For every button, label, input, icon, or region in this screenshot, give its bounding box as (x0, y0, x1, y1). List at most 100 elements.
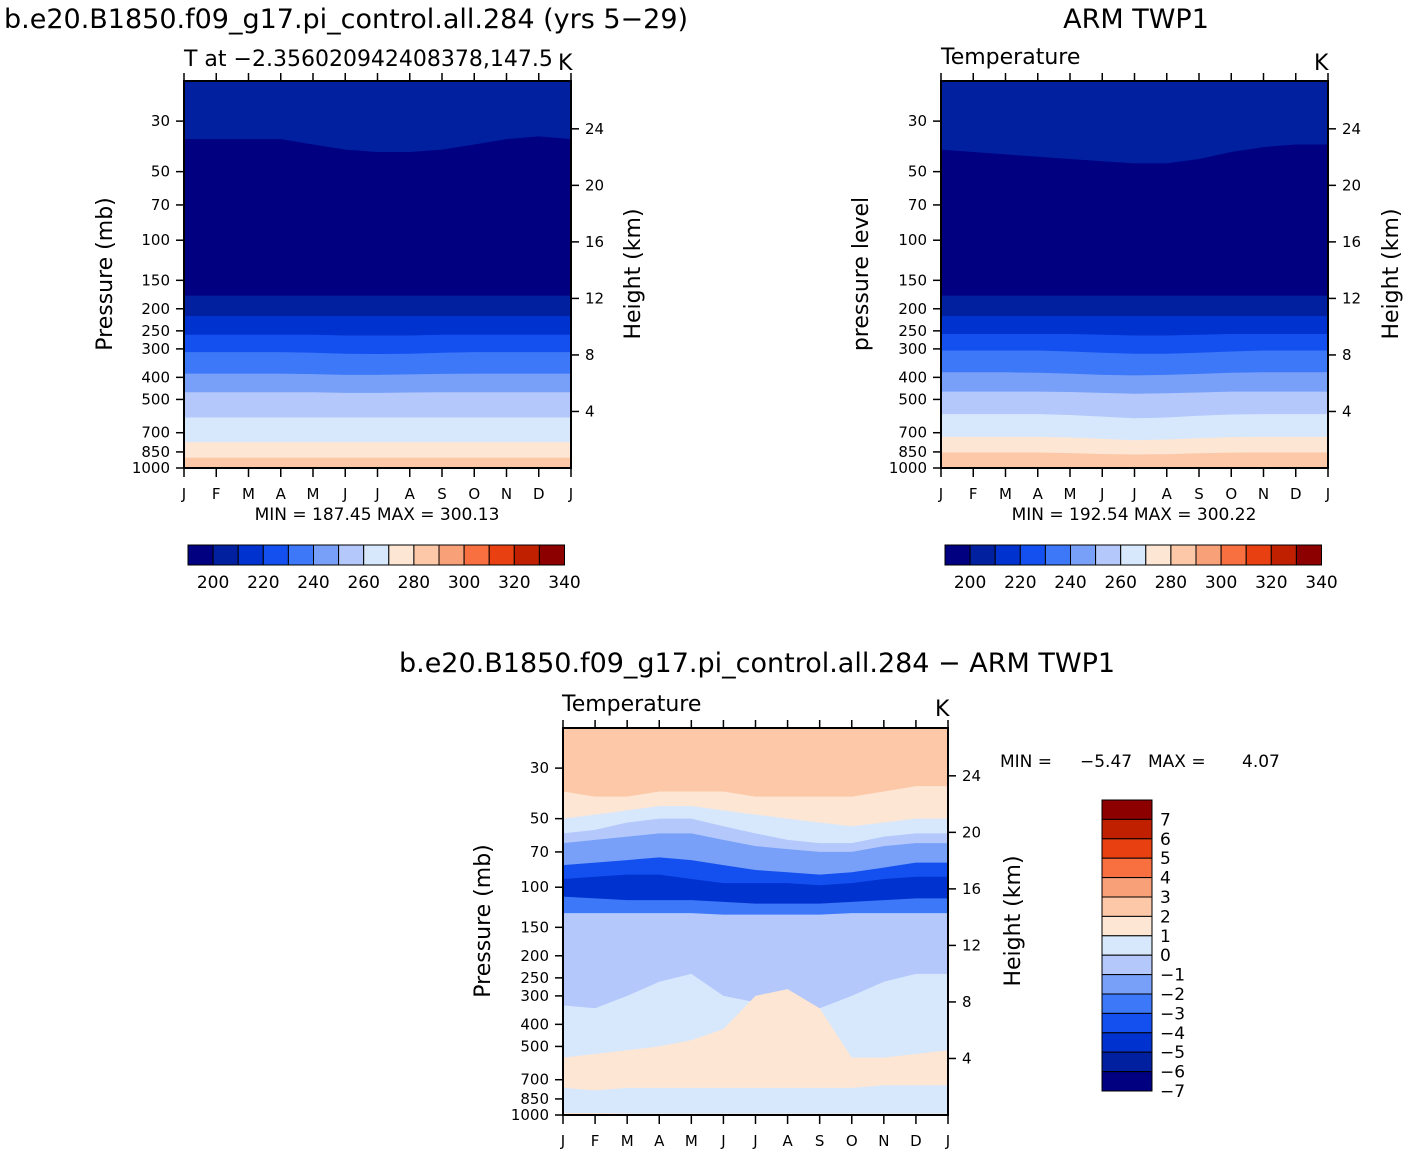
x-tick-label: F (591, 1132, 600, 1150)
x-tick-label: D (533, 485, 545, 503)
colorbar-label: 7 (1160, 810, 1171, 830)
x-tick-label: J (720, 1132, 725, 1150)
colorbar-box (262, 544, 289, 566)
y-right-tick-label: 12 (1342, 289, 1361, 307)
contour-band (563, 1085, 948, 1115)
colorbar-box (463, 544, 490, 566)
colorbar-box (1101, 915, 1153, 937)
colorbar-label: 1 (1160, 927, 1171, 947)
colorbar-box (438, 544, 465, 566)
y-right-tick-label: 20 (585, 176, 604, 194)
x-tick-label: M (307, 485, 320, 503)
y-tick-label: 500 (520, 1037, 549, 1055)
x-tick-label: N (1258, 485, 1269, 503)
panel-obs-colorbar: 200 220 240 260 280 300 320 340 (944, 544, 1338, 593)
colorbar-box (1101, 857, 1153, 879)
x-tick-label: J (181, 485, 186, 503)
y-tick-label: 200 (898, 300, 927, 318)
panel-model-ylabel: Pressure (mb) (93, 197, 118, 351)
panel-diff-ylabel-right: Height (km) (1001, 855, 1026, 986)
y-right-tick-label: 16 (1342, 233, 1361, 251)
panel-diff-units: K (935, 697, 950, 722)
colorbar-box (1101, 799, 1153, 820)
x-tick-label: M (1064, 485, 1077, 503)
y-right-tick-label: 24 (962, 767, 981, 785)
x-tick-label: A (405, 485, 416, 503)
panel-obs-contours (941, 81, 1328, 468)
colorbar-box (388, 544, 415, 566)
panel-obs-ylabel-right: Height (km) (1379, 208, 1404, 339)
y-right-tick-label: 8 (1342, 346, 1352, 364)
x-tick-label: D (910, 1132, 922, 1150)
colorbar-box (1101, 935, 1153, 956)
colorbar-label: 260 (347, 573, 379, 593)
y-right-tick-label: 20 (962, 823, 981, 841)
colorbar-label: 320 (1255, 573, 1287, 593)
x-tick-label: J (1325, 485, 1330, 503)
colorbar-box (338, 544, 365, 566)
x-tick-label: J (1099, 485, 1104, 503)
y-tick-label: 700 (898, 424, 927, 442)
colorbar-label: −6 (1160, 1063, 1185, 1083)
y-tick-label: 50 (908, 163, 927, 181)
colorbar-box (1245, 544, 1272, 566)
panel-diff-max-label: MAX = (1148, 752, 1206, 772)
colorbar-box (212, 544, 239, 566)
x-tick-label: O (846, 1132, 858, 1150)
colorbar-box (488, 544, 515, 566)
y-tick-label: 50 (530, 810, 549, 828)
colorbar-label: 300 (1205, 573, 1237, 593)
panel-obs-ylabel: pressure level (849, 197, 874, 351)
colorbar-box (994, 544, 1021, 566)
panel-diff: b.e20.B1850.f09_g17.pi_control.all.284 −… (399, 648, 1280, 1150)
y-tick-label: 700 (520, 1071, 549, 1089)
colorbar-label: 3 (1160, 888, 1171, 908)
y-tick-label: 300 (520, 987, 549, 1005)
y-right-tick-label: 24 (585, 120, 604, 138)
colorbar-box (313, 544, 340, 566)
y-tick-label: 100 (520, 878, 549, 896)
colorbar-box (1101, 877, 1153, 898)
colorbar-label: 280 (398, 573, 430, 593)
y-tick-label: 400 (520, 1015, 549, 1033)
colorbar-box (1101, 838, 1153, 859)
colorbar-label: −7 (1160, 1082, 1185, 1102)
x-tick-label: J (945, 1132, 950, 1150)
y-tick-label: 100 (141, 231, 170, 249)
colorbar-box (237, 544, 264, 566)
x-tick-label: A (276, 485, 287, 503)
colorbar-label: 5 (1160, 849, 1171, 869)
y-tick-label: 500 (141, 390, 170, 408)
contour-band (563, 989, 948, 1115)
y-tick-label: 400 (898, 368, 927, 386)
colorbar-label: −3 (1160, 1004, 1185, 1024)
colorbar-label: 280 (1155, 573, 1187, 593)
contour-band (184, 457, 571, 468)
panel-obs-subtitle: Temperature (940, 45, 1080, 70)
y-tick-label: 50 (151, 163, 170, 181)
x-tick-label: S (437, 485, 447, 503)
y-tick-label: 30 (530, 759, 549, 777)
panel-model-ylabel-right: Height (km) (621, 208, 646, 339)
colorbar-box (1101, 974, 1153, 995)
x-tick-label: J (938, 485, 943, 503)
panel-model: b.e20.B1850.f09_g17.pi_control.all.284 (… (4, 4, 688, 593)
y-tick-label: 1000 (511, 1106, 549, 1124)
colorbar-box (1101, 818, 1153, 840)
colorbar-box (413, 544, 440, 566)
colorbar-box (287, 544, 314, 566)
panel-obs-units: K (1314, 51, 1329, 76)
y-right-tick-label: 4 (962, 1049, 972, 1067)
colorbar-label: −5 (1160, 1043, 1185, 1063)
colorbar-box (1101, 1032, 1153, 1053)
panel-diff-title: b.e20.B1850.f09_g17.pi_control.all.284 −… (399, 648, 1115, 679)
x-tick-label: O (1225, 485, 1237, 503)
x-tick-label: D (1290, 485, 1302, 503)
y-tick-label: 300 (898, 340, 927, 358)
x-tick-label: M (242, 485, 255, 503)
panel-model-units: K (558, 51, 573, 76)
panel-diff-min-label: MIN = (1000, 752, 1052, 772)
y-tick-label: 100 (898, 231, 927, 249)
